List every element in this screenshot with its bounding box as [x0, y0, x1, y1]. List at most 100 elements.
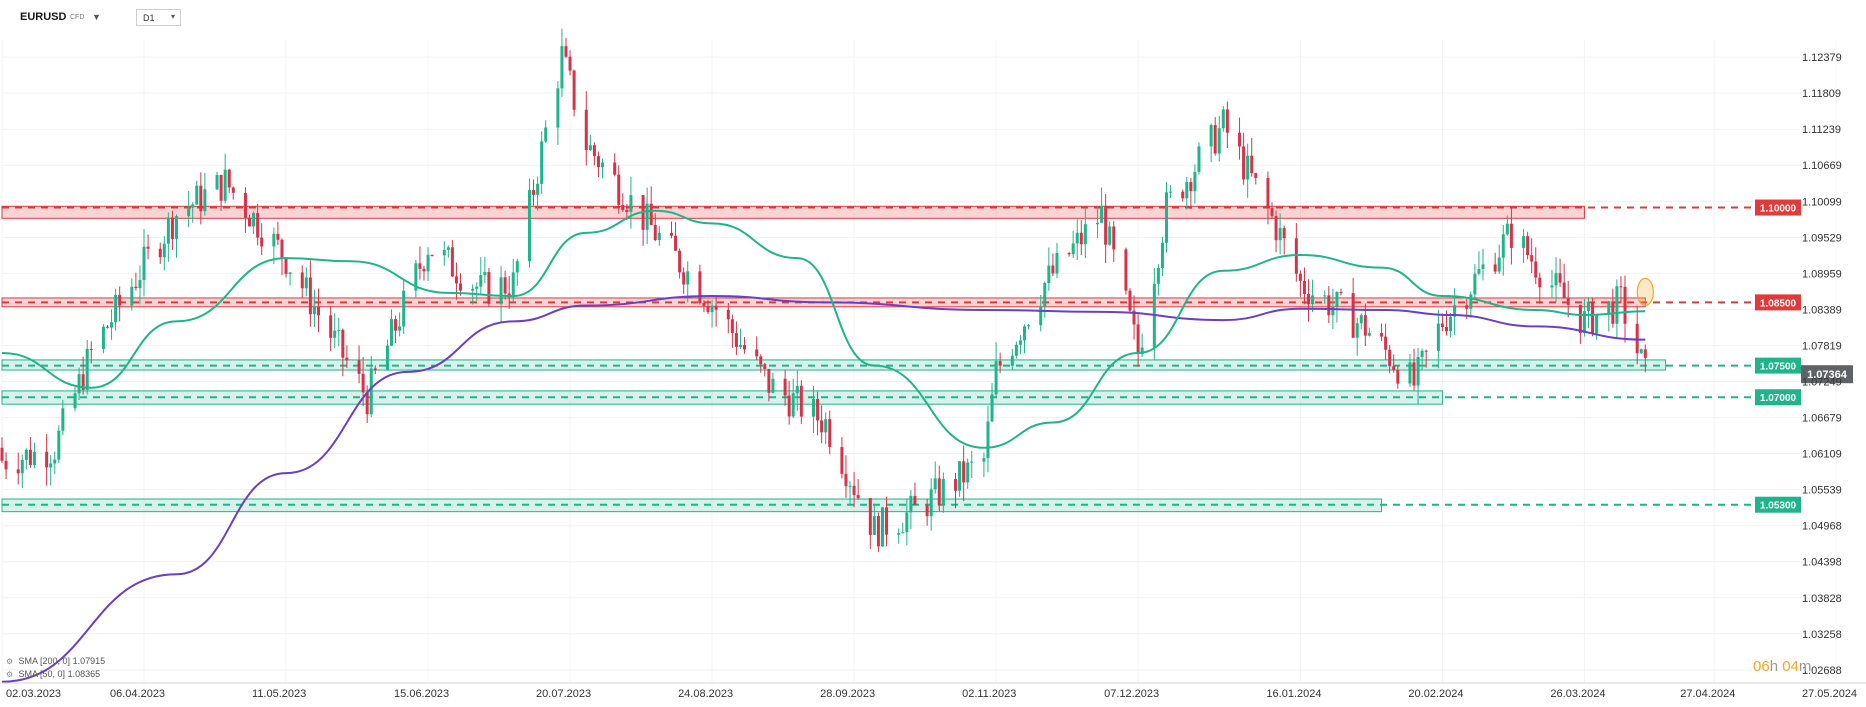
candle-body	[1635, 323, 1639, 354]
legend-sma50[interactable]: ⚙ SMA [50, 0] 1.08365	[6, 669, 100, 679]
x-tick-label: 26.03.2024	[1550, 688, 1605, 700]
candle-body	[479, 275, 483, 287]
candle-body	[1481, 264, 1485, 270]
candle-body	[442, 249, 446, 256]
x-tick-label: 16.01.2024	[1266, 688, 1321, 700]
candle-body	[962, 461, 966, 483]
candle-body	[1071, 243, 1075, 255]
candle-body	[791, 393, 795, 417]
level-zone	[1, 205, 1585, 219]
countdown-minutes-unit: m	[1798, 658, 1812, 675]
candle-body	[1246, 155, 1250, 180]
candle-body	[556, 88, 560, 128]
candle-body	[1266, 177, 1270, 208]
candle-body	[28, 449, 32, 465]
candle-body	[986, 421, 990, 459]
timeframe-select[interactable]: D1 ▾	[136, 9, 181, 26]
candle-body	[714, 305, 718, 310]
candle-body	[1607, 301, 1611, 315]
candle-body	[284, 258, 288, 274]
candle-body	[544, 127, 548, 142]
candle-body	[771, 378, 775, 393]
candle-body	[24, 449, 28, 460]
candle-body	[248, 217, 252, 227]
candle-body	[1197, 146, 1201, 172]
candle-body	[743, 344, 747, 350]
candle-body	[759, 356, 763, 365]
candle-body	[990, 394, 994, 422]
candle-body	[166, 217, 170, 244]
moving-averages	[1, 209, 1654, 683]
candle-body	[1493, 264, 1497, 272]
candle-body	[1140, 347, 1144, 355]
candle-body	[1039, 306, 1043, 326]
candle-body	[483, 272, 487, 276]
candle-body	[799, 385, 803, 417]
countdown-hours-unit: h	[1769, 658, 1779, 675]
candle-body	[795, 385, 799, 394]
level-tag	[1755, 496, 1801, 513]
y-tick-label: 1.11239	[1802, 124, 1841, 136]
candles	[0, 28, 1647, 552]
y-tick-label: 1.08959	[1802, 268, 1842, 280]
candle-body	[621, 204, 625, 211]
top-bar: EURUSD CFD ▼ D1 ▾	[0, 0, 1866, 34]
candle-body	[1440, 323, 1444, 328]
symbol-dropdown-icon[interactable]: ▼	[92, 12, 101, 22]
candle-body	[755, 349, 759, 357]
symbol-label[interactable]: EURUSD	[20, 11, 67, 23]
candle-body	[698, 271, 702, 304]
legend-sma200[interactable]: ⚙ SMA [200, 0] 1.07915	[6, 656, 105, 666]
sma200-line	[1, 295, 1646, 683]
candle-body	[1619, 286, 1623, 288]
candle-body	[1412, 362, 1416, 386]
candle-body	[215, 174, 219, 190]
candle-body	[1416, 357, 1420, 386]
candle-body	[880, 507, 884, 547]
candle-body	[1578, 304, 1582, 333]
candle-body	[925, 504, 929, 517]
candle-body	[1384, 336, 1388, 350]
candle-body	[1096, 222, 1100, 225]
candle-body	[32, 451, 36, 465]
x-tick-label: 11.05.2023	[252, 688, 306, 700]
candle-body	[1311, 295, 1315, 305]
candle-body	[937, 478, 941, 506]
candle-body	[601, 162, 605, 168]
y-tick-label: 1.09529	[1802, 232, 1842, 244]
candle-body	[511, 272, 515, 298]
candle-body	[872, 516, 876, 535]
candle-body	[868, 498, 872, 535]
candle-body	[398, 326, 402, 331]
candle-body	[1643, 349, 1647, 358]
settings-icon[interactable]: ⚙	[6, 670, 14, 679]
candle-body	[304, 277, 308, 289]
candle-body	[1639, 349, 1643, 354]
candle-body	[174, 216, 178, 239]
candle-body	[1586, 301, 1590, 312]
candle-body	[1027, 325, 1031, 327]
countdown-hours: 06	[1753, 658, 1770, 675]
settings-icon[interactable]: ⚙	[6, 657, 14, 666]
candle-body	[840, 446, 844, 474]
y-tick-label: 1.07249	[1802, 376, 1842, 388]
candle-body	[1380, 332, 1384, 337]
candle-body	[1209, 125, 1213, 147]
candle-body	[1169, 191, 1173, 193]
candle-body	[1124, 249, 1128, 291]
level-tag-label: 1.07000	[1760, 393, 1797, 404]
candle-body	[475, 286, 479, 289]
candle-body	[85, 348, 89, 390]
candle-body	[1497, 257, 1501, 272]
candle-body	[471, 288, 475, 291]
candle-body	[426, 254, 430, 272]
legend-sma50-value: 1.08365	[67, 669, 101, 679]
candle-body	[1185, 182, 1189, 199]
candle-body	[1339, 291, 1343, 294]
candle-body	[686, 271, 690, 285]
candle-body	[540, 141, 544, 184]
level-tag-label: 1.07500	[1760, 362, 1797, 373]
candle-body	[450, 247, 454, 277]
y-tick-label: 1.03828	[1802, 593, 1842, 605]
